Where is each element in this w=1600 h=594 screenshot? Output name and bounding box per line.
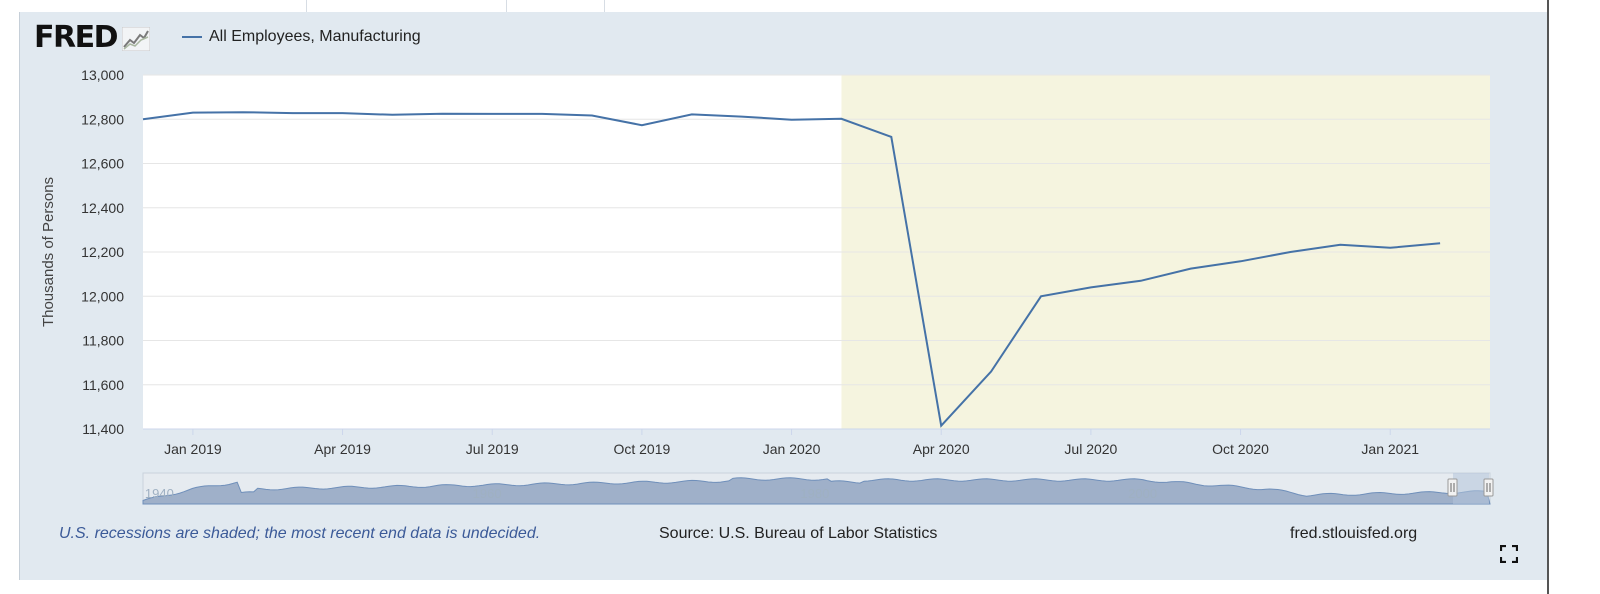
data-point[interactable]	[1139, 279, 1143, 283]
tab-separator	[604, 0, 605, 12]
fullscreen-icon[interactable]	[1500, 545, 1518, 563]
page-bottom-strip	[20, 580, 1547, 594]
y-tick-label: 12,000	[81, 288, 124, 304]
data-point[interactable]	[690, 112, 694, 116]
data-point[interactable]	[241, 110, 245, 114]
data-point[interactable]	[640, 123, 644, 127]
navigator-right-handle[interactable]	[1483, 478, 1494, 497]
frame-right-border	[1547, 0, 1549, 594]
tab-separator	[306, 0, 307, 12]
fred-chart-icon	[122, 27, 150, 51]
y-axis-ticks: 11,400 11,600 11,800 12,000 12,200 12,400 12,6…	[81, 67, 124, 437]
data-point[interactable]	[790, 118, 794, 122]
x-tick-label: Jan 2021	[1361, 441, 1419, 457]
data-point[interactable]	[1388, 246, 1392, 250]
data-point[interactable]	[839, 117, 843, 121]
data-point[interactable]	[989, 369, 993, 373]
y-tick-label: 12,800	[81, 111, 124, 127]
y-axis-label: Thousands of Persons	[40, 177, 57, 327]
data-point[interactable]	[191, 111, 195, 115]
y-tick-label: 12,200	[81, 244, 124, 260]
range-navigator[interactable]: 1940 1960 1980 2000	[142, 472, 1494, 505]
page-top-strip	[0, 0, 1600, 12]
data-point[interactable]	[390, 113, 394, 117]
x-tick-label: Jan 2020	[763, 441, 821, 457]
tab-separator	[506, 0, 507, 12]
legend-swatch	[182, 36, 202, 38]
navigator-left-handle[interactable]	[1447, 478, 1458, 497]
x-tick-label: Jul 2019	[466, 441, 519, 457]
data-point[interactable]	[540, 112, 544, 116]
data-point[interactable]	[141, 117, 145, 121]
site-link[interactable]: fred.stlouisfed.org	[1290, 525, 1418, 542]
data-point[interactable]	[341, 111, 345, 115]
recession-note: U.S. recessions are shaded; the most rec…	[59, 525, 541, 542]
y-tick-label: 12,400	[81, 200, 124, 216]
navigator-tick-label: 1940	[145, 486, 174, 501]
data-point[interactable]	[291, 111, 295, 115]
x-tick-label: Oct 2020	[1212, 441, 1269, 457]
data-point[interactable]	[1288, 250, 1292, 254]
y-tick-label: 11,800	[82, 333, 124, 349]
series-line-all-employees-manufacturing[interactable]	[142, 111, 1441, 428]
x-tick-label: Jan 2019	[164, 441, 222, 457]
data-point[interactable]	[740, 115, 744, 119]
data-point[interactable]	[1039, 294, 1043, 298]
y-tick-label: 12,600	[81, 156, 124, 172]
chart-legend[interactable]: All Employees, Manufacturing	[182, 28, 421, 46]
legend-series-label: All Employees, Manufacturing	[209, 28, 421, 45]
data-point[interactable]	[889, 135, 893, 139]
navigator-area	[142, 477, 1491, 505]
fred-logo[interactable]: FRED	[34, 22, 150, 54]
navigator-tick-label: 1960	[473, 486, 502, 501]
navigator-ticks: 1940 1960 1980 2000	[145, 486, 1157, 501]
navigator-tick-label: 1980	[800, 486, 829, 501]
y-tick-label: 11,600	[82, 377, 124, 393]
fred-logo-text: FRED	[34, 20, 119, 55]
data-point[interactable]	[1438, 241, 1442, 245]
data-point[interactable]	[490, 112, 494, 116]
navigator-selection[interactable]	[1453, 473, 1489, 504]
data-point[interactable]	[939, 424, 943, 428]
data-point[interactable]	[1089, 285, 1093, 289]
data-point[interactable]	[1189, 267, 1193, 271]
data-point[interactable]	[440, 112, 444, 116]
x-tick-label: Apr 2019	[314, 441, 371, 457]
data-point[interactable]	[1239, 259, 1243, 263]
x-axis-ticks: Jan 2019 Apr 2019 Jul 2019 Oct 2019 Jan 2020…	[164, 429, 1419, 457]
x-tick-label: Jul 2020	[1064, 441, 1117, 457]
y-tick-label: 13,000	[81, 67, 124, 83]
frame-left-border	[19, 12, 20, 580]
x-tick-label: Apr 2020	[913, 441, 970, 457]
source-text: Source: U.S. Bureau of Labor Statistics	[659, 525, 938, 542]
x-tick-label: Oct 2019	[613, 441, 670, 457]
y-tick-label: 11,400	[82, 421, 124, 437]
data-point[interactable]	[590, 113, 594, 117]
data-point[interactable]	[1338, 243, 1342, 247]
navigator-tick-label: 2000	[1128, 486, 1157, 501]
